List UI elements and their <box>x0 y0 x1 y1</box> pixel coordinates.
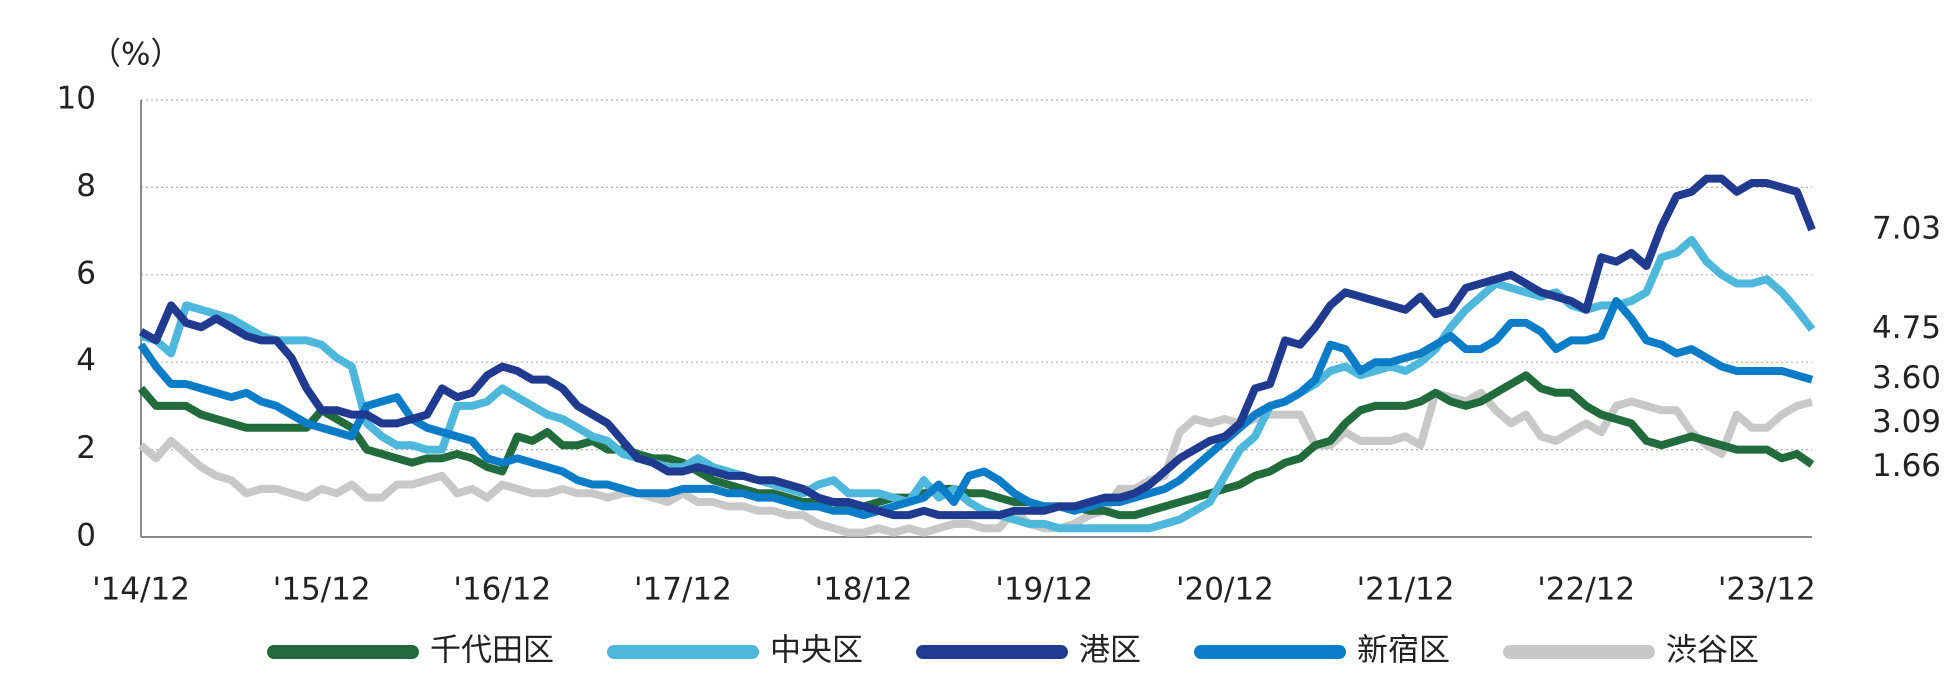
x-tick-label: '15/12 <box>273 572 371 608</box>
y-tick-label: 10 <box>57 81 96 117</box>
end-value-label: 3.09 <box>1872 404 1941 440</box>
legend-label: 港区 <box>1079 633 1141 669</box>
end-value-label: 4.75 <box>1872 310 1941 346</box>
series-line <box>138 388 1814 537</box>
end-value-label: 1.66 <box>1872 448 1941 484</box>
y-axis-label: （%） <box>90 37 181 73</box>
series-line <box>139 235 1816 533</box>
x-tick-label: '14/12 <box>92 572 190 608</box>
x-tick-label: '20/12 <box>1176 572 1274 608</box>
x-tick-label: '17/12 <box>634 572 732 608</box>
legend-label: 中央区 <box>770 633 863 669</box>
legend: 千代田区 中央区 港区 新宿区 渋谷区 <box>267 633 1759 669</box>
series-line <box>138 174 1816 520</box>
end-value-label: 7.03 <box>1872 210 1941 246</box>
y-tick-label: 2 <box>76 430 96 466</box>
x-tick-label: '22/12 <box>1537 572 1635 608</box>
legend-label: 渋谷区 <box>1666 633 1759 669</box>
y-tick-label: 0 <box>76 518 96 554</box>
series-line <box>137 297 1814 520</box>
x-tick-label: '16/12 <box>453 572 551 608</box>
legend-label: 新宿区 <box>1357 633 1450 669</box>
y-tick-label: 6 <box>76 255 96 291</box>
x-tick-label: '19/12 <box>995 572 1093 608</box>
x-tick-label: '18/12 <box>815 572 913 608</box>
legend-label: 千代田区 <box>430 633 554 669</box>
y-tick-label: 4 <box>76 343 96 379</box>
x-tick-label: '21/12 <box>1357 572 1455 608</box>
end-value-label: 3.60 <box>1872 360 1941 396</box>
x-tick-label: '23/12 <box>1718 572 1816 608</box>
y-tick-label: 8 <box>76 168 96 204</box>
series-line <box>137 371 1815 520</box>
